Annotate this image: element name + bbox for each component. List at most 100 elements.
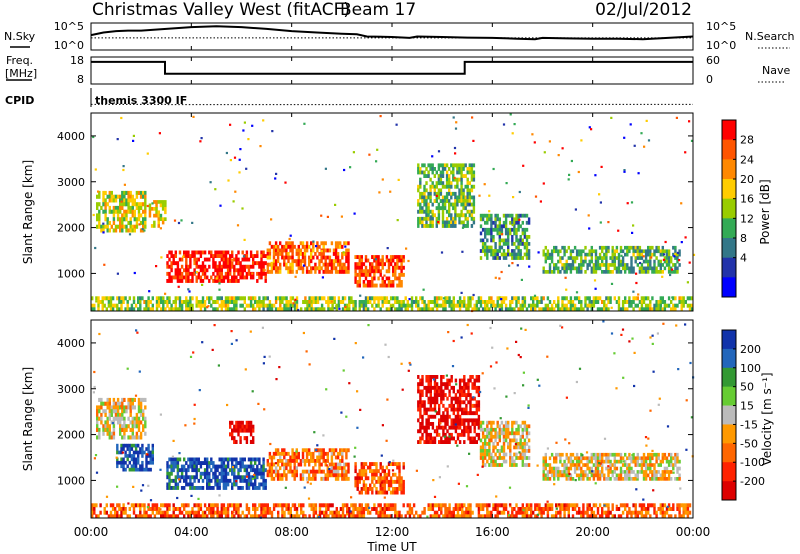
velocity-cell bbox=[421, 375, 424, 379]
power-scatter-cell bbox=[483, 183, 486, 186]
velocity-cell bbox=[479, 427, 483, 432]
power-cell bbox=[297, 248, 300, 253]
power-cell bbox=[653, 270, 656, 274]
power-cell bbox=[392, 280, 395, 284]
power-cell bbox=[519, 252, 522, 257]
velocity-cell bbox=[147, 450, 150, 455]
power-cell bbox=[607, 307, 610, 312]
velocity-cell bbox=[473, 440, 476, 444]
power-colorbar-tick-label: 4 bbox=[740, 252, 747, 265]
power-cell bbox=[659, 296, 662, 301]
velocity-cell bbox=[366, 487, 370, 491]
velocity-cell bbox=[258, 482, 261, 487]
power-scatter-cell bbox=[557, 154, 560, 157]
velocity-cell bbox=[435, 389, 439, 394]
power-cell bbox=[423, 202, 426, 207]
power-cell bbox=[402, 300, 405, 304]
power-cell bbox=[237, 296, 240, 301]
power-cell bbox=[517, 307, 520, 312]
velocity-cell bbox=[208, 486, 211, 490]
velocity-cell bbox=[523, 424, 527, 429]
power-cell bbox=[201, 271, 205, 276]
velocity-cell bbox=[336, 451, 340, 456]
velocity-cell bbox=[477, 389, 481, 394]
velocity-cell bbox=[598, 456, 602, 461]
power-cell bbox=[231, 279, 234, 283]
velocity-cell bbox=[435, 375, 439, 379]
velocity-cell bbox=[206, 457, 209, 462]
power-cell bbox=[180, 257, 184, 262]
velocity-cell bbox=[471, 422, 474, 426]
power-scatter-cell bbox=[647, 139, 651, 142]
power-cell bbox=[201, 300, 205, 304]
velocity-cell bbox=[281, 510, 284, 515]
power-cell bbox=[147, 300, 150, 304]
power-cell bbox=[469, 296, 472, 301]
power-cell bbox=[142, 228, 145, 233]
velocity-cell bbox=[193, 478, 196, 483]
velocity-cell bbox=[137, 460, 140, 465]
velocity-cell bbox=[339, 473, 342, 478]
power-cell bbox=[164, 300, 167, 304]
power-cell bbox=[310, 307, 313, 312]
velocity-cell bbox=[224, 486, 228, 490]
power-scatter-cell bbox=[359, 294, 362, 297]
power-scatter-cell bbox=[590, 128, 593, 131]
power-cell bbox=[445, 191, 449, 196]
velocity-cell bbox=[429, 375, 432, 379]
power-cell bbox=[348, 307, 351, 312]
velocity-cell bbox=[310, 469, 313, 474]
velocity-cell bbox=[659, 473, 662, 478]
velocity-cell bbox=[458, 422, 462, 426]
velocity-cell bbox=[481, 442, 485, 446]
velocity-cell bbox=[417, 400, 420, 405]
power-cell bbox=[498, 238, 501, 243]
velocity-cell bbox=[262, 507, 265, 511]
velocity-cell bbox=[356, 472, 359, 477]
power-cell bbox=[621, 263, 625, 267]
velocity-cell bbox=[134, 467, 138, 472]
velocity-cell bbox=[172, 461, 175, 465]
power-cell bbox=[417, 220, 420, 225]
velocity-cell bbox=[185, 478, 188, 483]
power-cell bbox=[231, 296, 234, 301]
power-cell bbox=[276, 266, 280, 271]
velocity-cell bbox=[222, 471, 226, 476]
velocity-cell bbox=[440, 396, 443, 401]
power-cell bbox=[142, 194, 145, 199]
velocity-cell bbox=[222, 478, 226, 483]
velocity-cell bbox=[417, 418, 420, 423]
power-cell bbox=[492, 249, 495, 253]
velocity-cell bbox=[343, 473, 346, 478]
power-cell bbox=[421, 224, 424, 228]
velocity-cell bbox=[498, 449, 501, 453]
power-scatter-cell bbox=[188, 290, 191, 293]
power-cell bbox=[131, 228, 134, 233]
power-cell bbox=[427, 170, 430, 175]
velocity-cell bbox=[494, 434, 497, 439]
velocity-cell bbox=[347, 469, 350, 474]
power-cell bbox=[398, 276, 401, 281]
velocity-cell bbox=[237, 428, 240, 433]
power-scatter-cell bbox=[610, 282, 614, 285]
power-cell bbox=[513, 227, 516, 232]
power-cell bbox=[507, 227, 510, 232]
power-cell bbox=[254, 307, 257, 312]
power-cell bbox=[216, 307, 219, 312]
power-cell bbox=[536, 303, 539, 308]
velocity-cell bbox=[126, 514, 129, 519]
power-cell bbox=[555, 266, 558, 271]
power-cell bbox=[632, 266, 635, 271]
power-cell bbox=[431, 209, 434, 214]
velocity-cell bbox=[456, 411, 460, 416]
power-cell bbox=[513, 224, 516, 229]
power-cell bbox=[437, 191, 441, 196]
velocity-cell bbox=[375, 469, 378, 474]
power-cell bbox=[312, 300, 315, 304]
power-cell bbox=[189, 307, 192, 312]
power-cell bbox=[129, 198, 132, 203]
nave-label: Nave bbox=[762, 64, 790, 77]
velocity-cell bbox=[137, 420, 141, 425]
velocity-cell bbox=[575, 459, 579, 464]
velocity-cell bbox=[191, 461, 194, 465]
